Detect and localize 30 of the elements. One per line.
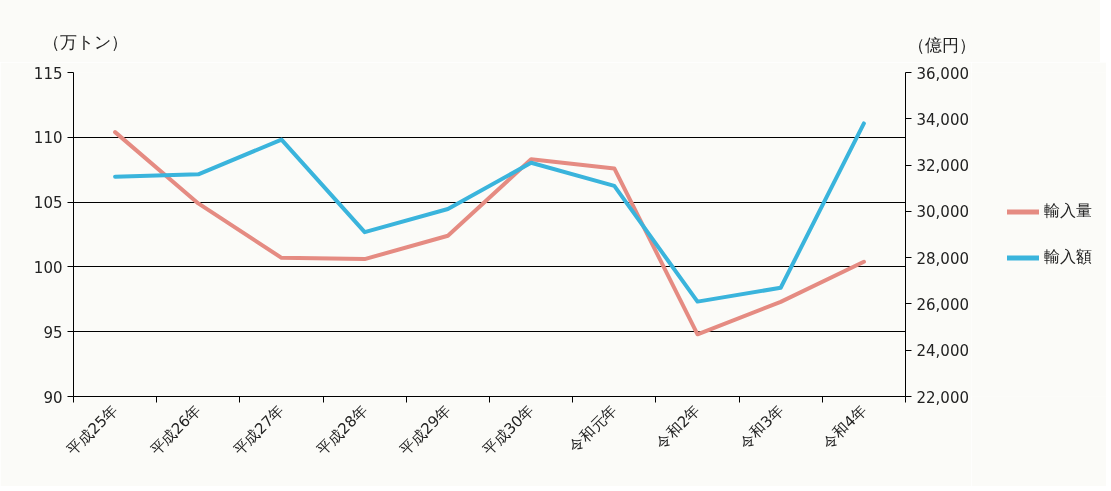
legend-label: 輸入額 [1044, 246, 1092, 268]
x-tick-label: 平成27年 [229, 401, 288, 460]
x-tick-label: 平成29年 [396, 401, 455, 460]
y-tick-label: 105 [33, 194, 63, 213]
line-series [113, 121, 866, 304]
y2-tick-label: 30,000 [916, 203, 969, 222]
y-tick-label: 100 [33, 258, 63, 277]
y2-tick-label: 22,000 [916, 388, 969, 407]
line-series [113, 130, 866, 337]
y2-tick-label: 28,000 [916, 249, 969, 268]
x-tick-label: 平成30年 [479, 401, 538, 460]
y-tick-label: 95 [43, 323, 63, 342]
x-tick-label: 令和元年 [565, 401, 621, 457]
y2-tick-label: 34,000 [916, 110, 969, 129]
y2-axis-title: （億円） [908, 34, 976, 57]
y-tick-label: 90 [43, 388, 63, 407]
y-tick-label: 115 [33, 64, 63, 83]
y-tick-label: 110 [33, 129, 63, 148]
x-tick-label: 令和4年 [818, 401, 871, 453]
x-tick-label: 令和3年 [735, 401, 788, 453]
x-tick-label: 平成28年 [313, 401, 372, 460]
legend-label: 輸入量 [1044, 200, 1092, 222]
x-tick-label: 平成26年 [146, 401, 205, 460]
y2-tick-label: 24,000 [916, 342, 969, 361]
x-tick-label: 平成25年 [63, 401, 122, 460]
y2-tick-label: 32,000 [916, 157, 969, 176]
y2-tick-label: 36,000 [916, 64, 969, 83]
y-axis-title: （万トン） [43, 31, 128, 54]
y2-tick-label: 26,000 [916, 295, 969, 314]
x-tick-label: 令和2年 [652, 401, 704, 453]
